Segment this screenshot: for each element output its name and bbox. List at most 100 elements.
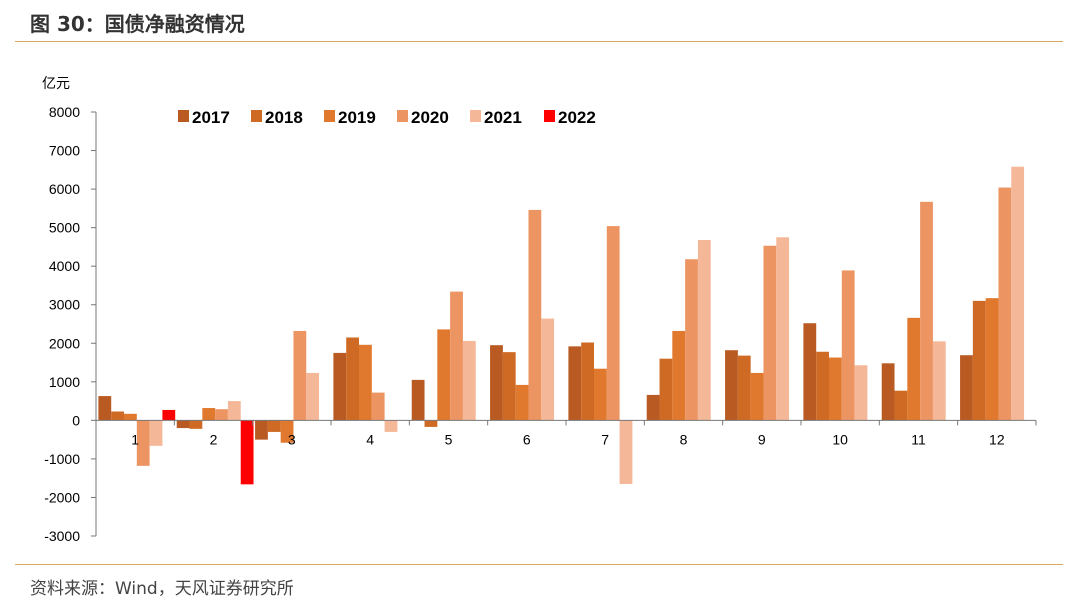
bar-2020-month-4 — [371, 392, 385, 421]
bar-2021-month-11 — [932, 341, 946, 421]
bar-2021-month-9 — [776, 237, 790, 421]
bar-2019-month-12 — [985, 298, 999, 421]
bar-2017-month-10 — [803, 323, 817, 421]
y-tick-label: -1000 — [44, 451, 80, 467]
y-tick-label: 6000 — [49, 181, 80, 197]
bar-2017-month-3 — [255, 420, 268, 440]
y-tick-label: -3000 — [44, 528, 80, 544]
bar-2017-month-9 — [725, 350, 738, 421]
legend-swatch-2017 — [178, 110, 189, 122]
bar-2017-month-11 — [881, 363, 895, 421]
bar-2019-month-11 — [907, 317, 921, 421]
bar-2021-month-7 — [619, 420, 633, 484]
x-tick-label: 8 — [680, 431, 688, 447]
legend-label-2019: 2019 — [338, 108, 376, 127]
bar-2017-month-2 — [176, 420, 190, 429]
x-tick-label: 6 — [523, 431, 531, 447]
bar-2018-month-9 — [737, 355, 751, 421]
legend-swatch-2019 — [324, 110, 335, 122]
x-tick-label: 9 — [758, 431, 766, 447]
legend-label-2018: 2018 — [265, 108, 303, 127]
bar-2019-month-4 — [359, 344, 372, 421]
bar-2021-month-10 — [854, 365, 868, 421]
x-tick-label: 11 — [911, 431, 926, 447]
bar-2019-month-1 — [124, 413, 137, 421]
bar-2022-month-1 — [162, 409, 176, 421]
bar-2020-month-6 — [528, 209, 542, 421]
bar-2018-month-10 — [816, 351, 829, 421]
bar-2018-month-8 — [659, 358, 673, 421]
y-tick-label: 5000 — [49, 220, 80, 236]
y-tick-label: 3000 — [49, 297, 80, 313]
bar-2018-month-7 — [581, 342, 594, 421]
bar-2019-month-6 — [515, 384, 529, 421]
bar-2018-month-12 — [972, 300, 986, 421]
y-tick-label: 8000 — [49, 104, 80, 120]
legend-swatch-2021 — [470, 110, 481, 122]
legend-label-2021: 2021 — [484, 108, 522, 127]
bar-2019-month-5 — [437, 329, 451, 421]
bar-2020-month-10 — [841, 270, 855, 421]
bar-2020-month-2 — [215, 409, 228, 421]
bar-2021-month-3 — [306, 372, 320, 421]
bar-2020-month-7 — [606, 226, 620, 421]
page-title: 图 30：国债净融资情况 — [30, 12, 245, 36]
bar-2018-month-11 — [894, 390, 908, 421]
bar-2020-month-9 — [763, 245, 777, 421]
x-axis: 1 2 3 4 5 6 7 8 9 10 11 12 — [95, 419, 1037, 447]
bars — [98, 166, 1025, 485]
bar-2020-month-1 — [136, 420, 150, 466]
title-divider — [15, 41, 1063, 42]
bar-2019-month-9 — [750, 372, 764, 421]
bar-2019-month-8 — [672, 330, 686, 421]
bar-2020-month-8 — [685, 259, 698, 421]
bar-2019-month-7 — [594, 368, 607, 421]
x-tick-label: 4 — [366, 431, 374, 447]
bar-2017-month-5 — [411, 379, 425, 421]
legend-swatch-2020 — [397, 110, 408, 122]
x-tick-label: 12 — [989, 431, 1005, 447]
x-tick-label: 2 — [210, 431, 218, 447]
bar-2018-month-6 — [502, 352, 516, 421]
bar-2020-month-12 — [998, 187, 1012, 421]
bar-2017-month-1 — [98, 396, 112, 421]
bar-2018-month-2 — [189, 420, 203, 429]
bar-2020-month-11 — [920, 201, 933, 421]
bar-2021-month-6 — [541, 318, 555, 421]
bar-2018-month-4 — [346, 337, 359, 421]
bar-2018-month-5 — [424, 420, 438, 427]
bar-2021-month-12 — [1011, 166, 1025, 421]
bar-2018-month-1 — [111, 411, 124, 421]
legend: 2017 2018 2019 2020 2021 2022 — [178, 108, 596, 127]
bar-chart: 亿元 -3000 -2000 -1000 0 1000 2000 3000 4000 5000 6… — [42, 76, 1037, 544]
x-tick-label: 3 — [288, 431, 296, 447]
bar-2017-month-12 — [960, 355, 973, 421]
legend-label-2017: 2017 — [192, 108, 230, 127]
bar-2021-month-5 — [462, 340, 476, 421]
y-tick-label: 2000 — [49, 335, 80, 351]
x-tick-label: 10 — [832, 431, 848, 447]
bar-2021-month-4 — [384, 420, 398, 432]
bar-2017-month-6 — [490, 345, 503, 421]
bar-2019-month-10 — [829, 357, 842, 421]
y-tick-label: -2000 — [44, 489, 80, 505]
bar-2019-month-2 — [202, 408, 216, 421]
legend-swatch-2018 — [251, 110, 262, 122]
bar-2021-month-1 — [149, 420, 163, 446]
y-tick-label: 1000 — [49, 374, 80, 390]
y-tick-label: 7000 — [49, 143, 80, 159]
bar-2021-month-2 — [227, 401, 241, 421]
bar-2019-month-3 — [280, 420, 294, 443]
y-axis-unit: 亿元 — [42, 76, 70, 92]
bar-2020-month-5 — [450, 291, 463, 421]
bar-2017-month-4 — [333, 352, 347, 421]
x-tick-label: 1 — [131, 431, 139, 447]
bar-2018-month-3 — [267, 420, 281, 432]
legend-swatch-2022 — [544, 110, 555, 122]
bar-2017-month-7 — [568, 346, 582, 421]
y-tick-label: 4000 — [49, 258, 80, 274]
legend-label-2020: 2020 — [411, 108, 449, 127]
footer-divider — [15, 564, 1063, 565]
source-note: 资料来源：Wind，天风证券研究所 — [30, 579, 294, 599]
x-tick-label: 5 — [445, 431, 453, 447]
